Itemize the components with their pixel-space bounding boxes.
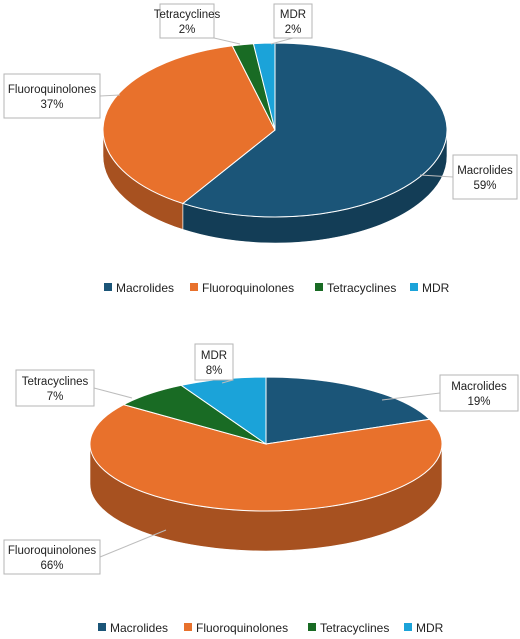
legend-swatch-macrolides	[98, 623, 106, 631]
data-label-value: 19%	[467, 396, 490, 408]
legend-label-macrolides: Macrolides	[116, 281, 174, 295]
pie-slice-macrolides	[265, 376, 431, 445]
data-label-category: Fluoroquinolones	[8, 545, 96, 557]
legend-label-mdr: MDR	[422, 281, 450, 295]
legend-label-tetracyclines: Tetracyclines	[320, 621, 389, 635]
pie-rim	[89, 376, 443, 512]
legend-swatch-mdr	[410, 283, 418, 291]
legend: Macrolides Fluoroquinolones Tetracyclines M…	[104, 281, 450, 295]
pie-chart-1: Macrolides 59% Fluoroquinolones 37% Tetracyc…	[3, 3, 518, 295]
legend-swatch-fluoroquinolones	[190, 283, 198, 291]
legend-swatch-tetracyclines	[308, 623, 316, 631]
data-label-box	[273, 3, 313, 39]
data-labels: Macrolides 19% Fluoroquinolones 66% Tetracyc…	[3, 343, 519, 575]
legend-label-fluoroquinolones: Fluoroquinolones	[196, 621, 288, 635]
data-label-value: 8%	[206, 365, 223, 377]
data-label-box	[3, 73, 101, 119]
legend-label-tetracyclines: Tetracyclines	[327, 281, 396, 295]
pie-tops	[89, 376, 443, 512]
data-labels: Macrolides 59% Fluoroquinolones 37% Tetracyc…	[3, 3, 518, 200]
leader-line	[93, 387, 133, 399]
leader-line	[419, 174, 454, 178]
leader-line	[270, 37, 294, 45]
data-label-category: MDR	[280, 9, 306, 21]
legend-swatch-mdr	[404, 623, 412, 631]
data-label-value: 2%	[285, 24, 302, 36]
data-label-box	[439, 374, 519, 412]
data-label-category: MDR	[201, 350, 227, 362]
data-label-value: 2%	[179, 24, 196, 36]
leader-line	[99, 529, 167, 558]
data-label-box	[194, 343, 234, 381]
data-label-category: Tetracyclines	[154, 9, 221, 21]
data-label-box	[15, 369, 95, 407]
data-label-value: 59%	[473, 180, 496, 192]
legend-label-mdr: MDR	[416, 621, 444, 635]
data-label-box	[452, 154, 518, 200]
legend-swatch-tetracyclines	[315, 283, 323, 291]
pie-slice-fluoroquinolones	[89, 404, 443, 512]
data-label-value: 37%	[40, 99, 63, 111]
data-label-value: 66%	[40, 560, 63, 572]
legend: Macrolides Fluoroquinolones Tetracyclines M…	[98, 621, 444, 635]
data-label-box	[159, 3, 215, 39]
pie-slice-macrolides	[181, 42, 448, 218]
legend-swatch-macrolides	[104, 283, 112, 291]
data-label-category: Tetracyclines	[22, 376, 89, 388]
legend-label-macrolides: Macrolides	[110, 621, 168, 635]
data-label-value: 7%	[47, 391, 64, 403]
leader-line	[381, 392, 441, 401]
leader-line	[213, 37, 241, 45]
pie-slice-fluoroquinolones	[102, 45, 276, 205]
pie-tops	[102, 42, 448, 218]
legend-label-fluoroquinolones: Fluoroquinolones	[202, 281, 294, 295]
pie-chart-2: Macrolides 19% Fluoroquinolones 66% Tetracyc…	[3, 343, 519, 635]
data-label-category: Macrolides	[457, 165, 513, 177]
data-label-box	[3, 539, 101, 575]
data-label-category: Macrolides	[451, 381, 507, 393]
leader-line	[99, 94, 121, 97]
data-label-category: Fluoroquinolones	[8, 84, 96, 96]
legend-swatch-fluoroquinolones	[184, 623, 192, 631]
